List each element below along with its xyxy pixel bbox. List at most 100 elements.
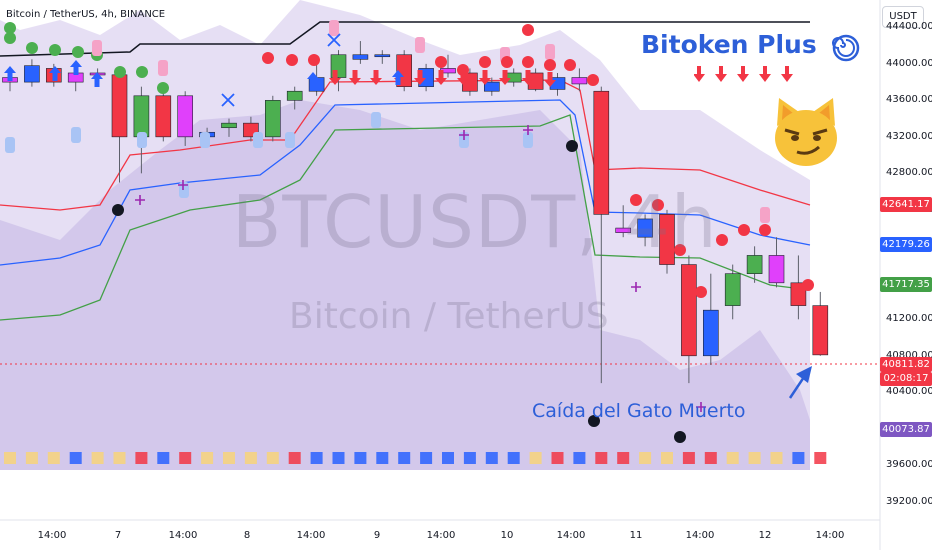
time-tick-label: 10: [500, 530, 514, 541]
bar-countdown-label: 02:08:17: [880, 372, 932, 386]
light-blue-marker-icon: [253, 132, 263, 148]
signal-square: [617, 452, 630, 464]
candle-body[interactable]: [133, 95, 150, 138]
brand-swirl-icon: [832, 34, 860, 62]
down-arrow-icon: [522, 70, 534, 85]
signal-square: [25, 452, 38, 464]
candle-body[interactable]: [286, 90, 303, 101]
down-arrow-icon: [457, 70, 469, 85]
light-blue-marker-icon: [523, 132, 533, 148]
candle-body[interactable]: [177, 95, 193, 138]
candle-body[interactable]: [593, 90, 610, 215]
signal-square: [704, 452, 717, 464]
candle-body[interactable]: [768, 255, 785, 284]
price-tick-label: 44400.00: [886, 21, 932, 33]
candle-body[interactable]: [746, 255, 763, 274]
mid-band-price-label: 42179.26: [880, 237, 932, 252]
envelope-cloud-inner: [0, 100, 810, 470]
candle-body[interactable]: [571, 77, 588, 85]
up-arrow-icon: [307, 72, 319, 87]
time-tick-label: 8: [243, 530, 251, 541]
signal-square: [420, 452, 433, 464]
candle-body[interactable]: [790, 282, 807, 306]
signal-square: [376, 452, 389, 464]
symbol-header[interactable]: Bitcoin / TetherUS, 4h, BINANCE: [6, 9, 166, 20]
pink-marker-icon: [545, 44, 555, 60]
bullish-dot-icon: [26, 42, 38, 54]
plus-cross-icon: [631, 282, 641, 292]
light-blue-marker-icon: [179, 182, 189, 198]
down-arrow-icon: [499, 70, 511, 85]
candle-body[interactable]: [155, 95, 172, 138]
signal-square: [551, 452, 564, 464]
candle-body[interactable]: [659, 214, 675, 265]
bullish-dot-icon: [4, 32, 16, 44]
candle-body[interactable]: [374, 54, 391, 58]
signal-square: [814, 452, 827, 464]
bearish-dot-icon: [738, 224, 750, 236]
signal-square: [442, 452, 454, 464]
price-tick-label: 43600.00: [886, 94, 932, 106]
candle-body[interactable]: [702, 309, 719, 357]
up-arrow-icon: [4, 66, 16, 81]
pink-marker-icon: [158, 60, 168, 76]
top-resistance-line: [0, 21, 810, 57]
signal-square: [529, 452, 542, 464]
bearish-dot-icon: [652, 199, 664, 211]
candle-body[interactable]: [264, 100, 281, 138]
candle-body[interactable]: [615, 227, 632, 233]
down-arrow-icon: [781, 66, 793, 82]
signal-square: [748, 452, 761, 464]
time-tick-label: 14:00: [685, 530, 715, 541]
time-tick-label: 14:00: [168, 530, 198, 541]
down-arrow-icon: [329, 70, 341, 85]
plus-cross-icon: [178, 180, 188, 190]
candle-body[interactable]: [724, 273, 741, 306]
signal-square: [113, 452, 126, 464]
signal-square: [792, 452, 805, 464]
signal-square: [91, 452, 104, 464]
signal-square: [310, 452, 323, 464]
signal-square: [179, 452, 192, 464]
signal-square: [69, 452, 82, 464]
light-blue-marker-icon: [71, 127, 81, 143]
down-arrow-icon: [349, 70, 361, 85]
pink-marker-icon: [329, 20, 339, 36]
candle-body[interactable]: [483, 81, 500, 92]
bullish-dot-icon: [114, 66, 126, 78]
bearish-dot-icon: [262, 52, 274, 64]
candle-body[interactable]: [637, 218, 653, 238]
bearish-dot-icon: [286, 54, 298, 66]
candle-body[interactable]: [111, 74, 128, 138]
signal-square: [682, 452, 695, 464]
bearish-dot-icon: [587, 74, 599, 86]
mid-band-line: [0, 99, 811, 266]
smirking-cat-icon: [775, 98, 837, 166]
currency-button[interactable]: USDT: [882, 6, 924, 28]
light-blue-marker-icon: [137, 132, 147, 148]
signal-square: [332, 452, 345, 464]
candle-body[interactable]: [812, 305, 829, 356]
bearish-dot-icon: [630, 194, 642, 206]
brand-name: Bitoken Plus: [641, 30, 817, 59]
down-arrow-icon: [737, 66, 749, 82]
down-arrow-icon: [479, 70, 491, 85]
candle-body[interactable]: [681, 264, 697, 357]
x-cross-icon: [327, 33, 341, 47]
down-arrow-icon: [414, 70, 426, 85]
dead-cat-bounce-annotation: Caída del Gato Muerto: [532, 400, 746, 422]
candle-body[interactable]: [352, 54, 369, 60]
time-tick-label: 14:00: [426, 530, 456, 541]
signal-square: [595, 452, 608, 464]
pink-marker-icon: [415, 37, 425, 53]
signal-square: [288, 452, 301, 464]
down-arrow-icon: [435, 70, 447, 85]
candle-body[interactable]: [221, 122, 237, 129]
price-tick-label: 41200.00: [886, 313, 932, 325]
signal-square: [157, 452, 170, 464]
bearish-dot-icon: [479, 56, 491, 68]
time-tick-label: 12: [758, 530, 772, 541]
signal-square: [770, 452, 783, 464]
black-dot-icon: [566, 140, 578, 152]
